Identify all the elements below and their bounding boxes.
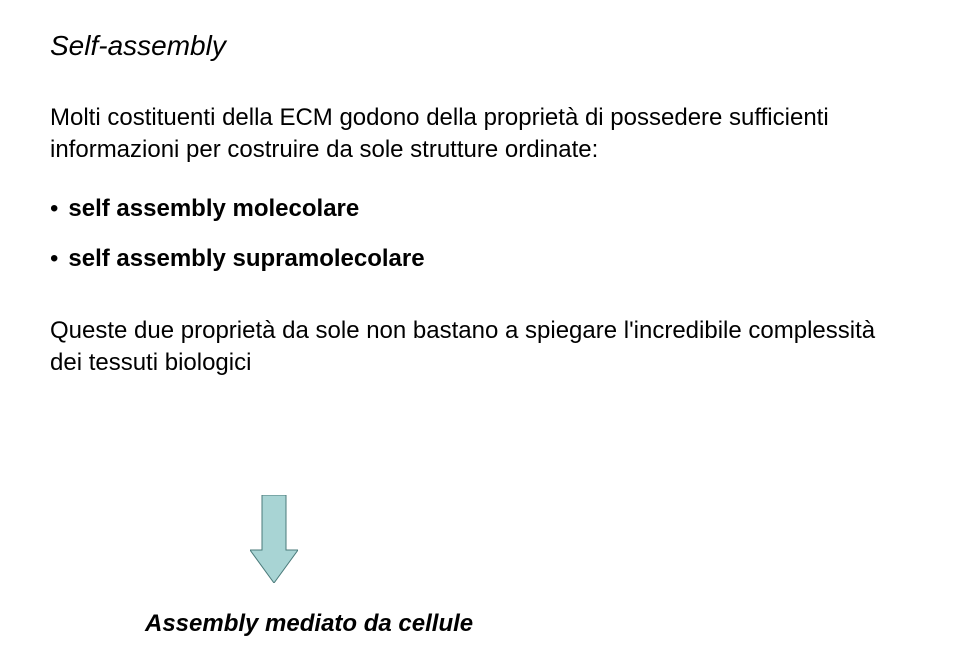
bullet-item: • self assembly molecolare xyxy=(50,195,909,223)
down-arrow-icon xyxy=(250,495,298,588)
intro-paragraph: Molti costituenti della ECM godono della… xyxy=(50,102,909,167)
slide-title: Self-assembly xyxy=(50,30,909,62)
bullet-text: self assembly supramolecolare xyxy=(68,245,424,273)
bullet-text: self assembly molecolare xyxy=(68,195,359,223)
bullet-item: • self assembly supramolecolare xyxy=(50,245,909,273)
bullet-dot-icon: • xyxy=(50,195,58,223)
footer-text: Assembly mediato da cellule xyxy=(145,610,473,638)
bullet-dot-icon: • xyxy=(50,245,58,273)
statement-paragraph: Queste due proprietà da sole non bastano… xyxy=(50,315,909,380)
arrow-shape xyxy=(250,495,298,583)
